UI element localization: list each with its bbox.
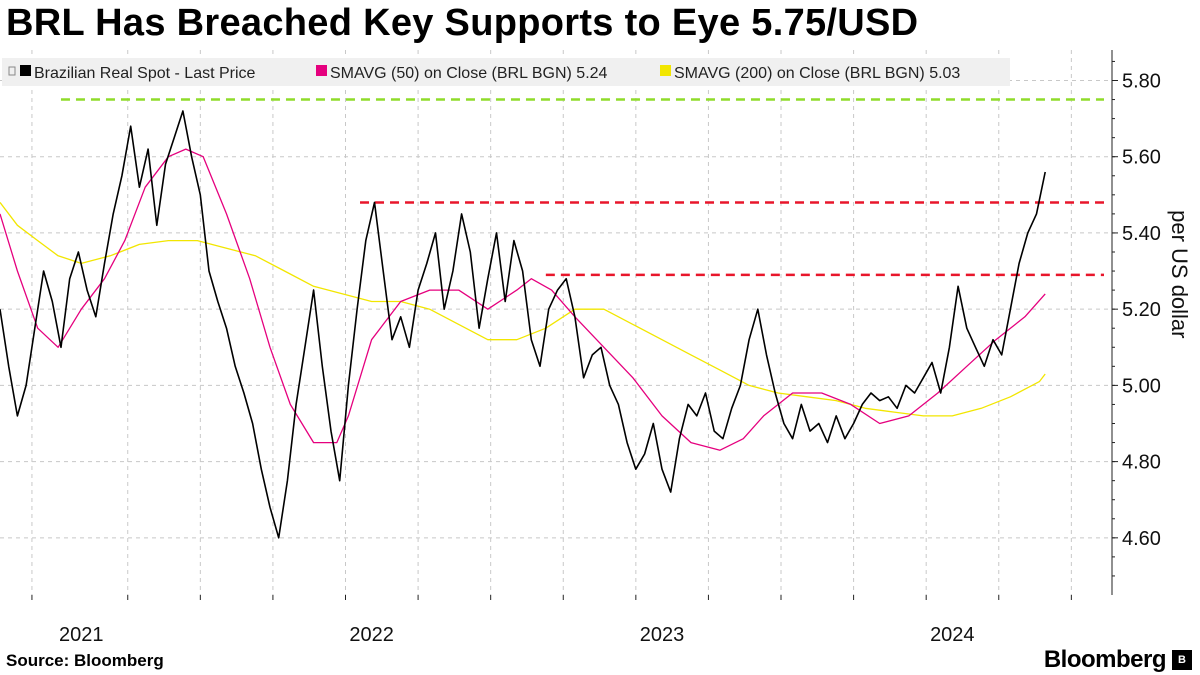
y-axis-label: per US dollar bbox=[1167, 210, 1192, 338]
x-tick-label: 2023 bbox=[640, 624, 685, 646]
y-tick-label: 5.40 bbox=[1122, 223, 1161, 245]
x-tick-label: 2021 bbox=[59, 624, 104, 646]
legend-label: SMAVG (50) on Close (BRL BGN) 5.24 bbox=[330, 65, 608, 82]
x-tick-label: 2022 bbox=[349, 624, 394, 646]
sma200-series-line bbox=[0, 202, 1046, 417]
legend-label: Brazilian Real Spot - Last Price bbox=[34, 65, 256, 82]
sma50-series-line bbox=[0, 148, 1046, 451]
y-tick-label: 5.80 bbox=[1122, 70, 1161, 92]
y-tick-label: 4.60 bbox=[1122, 528, 1161, 550]
y-tick-label: 4.80 bbox=[1122, 452, 1161, 474]
x-tick-label: 2024 bbox=[930, 624, 975, 646]
legend-swatch bbox=[20, 65, 31, 76]
legend-label: SMAVG (200) on Close (BRL BGN) 5.03 bbox=[674, 65, 960, 82]
legend-swatch bbox=[316, 65, 327, 76]
legend-swatch bbox=[660, 65, 671, 76]
brand-logo: Bloomberg B bbox=[1044, 646, 1192, 674]
source-note: Source: Bloomberg bbox=[6, 651, 164, 670]
brand-mark-icon: B bbox=[1172, 650, 1192, 670]
legend-collapse-icon bbox=[8, 66, 16, 76]
brand-name: Bloomberg bbox=[1043, 646, 1167, 673]
y-tick-label: 5.00 bbox=[1122, 375, 1161, 397]
y-tick-label: 5.20 bbox=[1122, 299, 1161, 321]
price-series-line bbox=[0, 110, 1046, 539]
legend-box bbox=[2, 58, 1010, 86]
y-tick-label: 5.60 bbox=[1122, 147, 1161, 169]
chart-title: BRL Has Breached Key Supports to Eye 5.7… bbox=[6, 2, 919, 44]
